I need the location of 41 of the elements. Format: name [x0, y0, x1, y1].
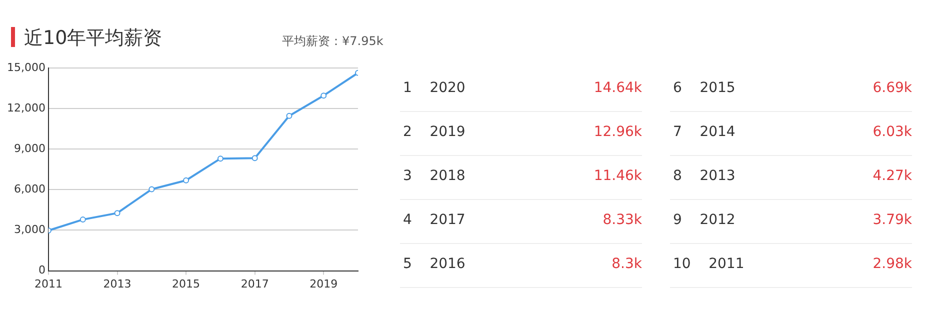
- chart-title: 近10年平均薪资: [24, 26, 162, 51]
- text: 5 2016: [403, 256, 466, 272]
- point: [252, 155, 258, 162]
- text: 12.96k: [594, 124, 642, 140]
- x-tick-label: 2017: [240, 277, 269, 290]
- x-tick-label: 2013: [103, 277, 132, 290]
- text: 8.3k: [612, 256, 642, 272]
- point: [148, 186, 155, 192]
- text: 8.33k: [602, 212, 642, 228]
- text: 9 2012: [673, 212, 736, 228]
- text: 10 2011: [673, 256, 744, 272]
- text: 2.98k: [872, 256, 912, 272]
- chart-subtitle: 平均薪资：¥7.95k: [282, 33, 384, 50]
- y-tick-label: 3,000: [14, 223, 46, 236]
- point: [183, 177, 190, 184]
- text: 14.64k: [594, 80, 642, 96]
- point: [217, 156, 224, 162]
- text: 6.03k: [872, 124, 912, 140]
- text: 8 2013: [673, 168, 736, 184]
- y-tick-label: 12,000: [6, 101, 46, 114]
- x-tick-label: 2011: [34, 277, 62, 290]
- point: [286, 112, 292, 119]
- y-tick-label: 15,000: [6, 60, 46, 74]
- text: 11.46k: [594, 168, 642, 184]
- text: 6 2015: [673, 80, 736, 96]
- y-tick-label: 9,000: [14, 142, 46, 155]
- text: 1 2020: [403, 80, 466, 96]
- text: 3 2018: [403, 168, 466, 184]
- text: 4.27k: [872, 168, 912, 184]
- x-tick-label: 2019: [310, 277, 338, 290]
- point: [80, 216, 86, 223]
- text: 3.79k: [872, 212, 912, 228]
- y-tick-label: 0: [38, 264, 46, 277]
- point: [320, 92, 327, 99]
- text: 6.69k: [872, 80, 912, 96]
- y-tick-label: 6,000: [14, 182, 46, 196]
- text: 2 2019: [403, 124, 466, 140]
- point: [114, 210, 120, 216]
- text: 7 2014: [673, 124, 736, 140]
- x-tick-label: 2015: [172, 277, 200, 290]
- text: 4 2017: [403, 212, 466, 228]
